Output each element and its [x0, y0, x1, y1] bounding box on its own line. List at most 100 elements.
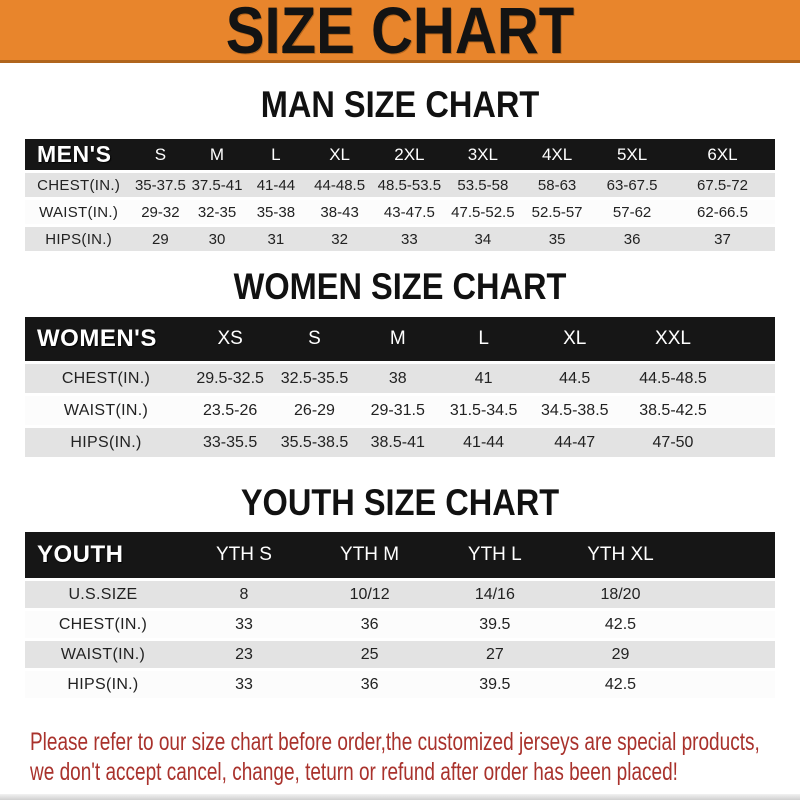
man-size-table: MEN'S S M L XL 2XL 3XL 4XL 5XL 6XL CHEST(IN.) 35-37…: [25, 136, 775, 254]
column-header: L: [439, 317, 528, 361]
banner: SIZE CHART: [0, 0, 800, 63]
footer-notice: Please refer to our size chart before or…: [0, 727, 800, 787]
table-corner-label: WOMEN'S: [25, 317, 187, 361]
size-value: 38.5-42.5: [622, 396, 724, 425]
bottom-edge-strip: [0, 794, 800, 800]
size-value: 47.5-52.5: [445, 200, 520, 224]
size-value: 29: [557, 641, 684, 668]
header-filler: [683, 532, 775, 578]
size-value: 33-35.5: [187, 428, 274, 457]
size-value: 33: [372, 227, 446, 251]
notice-line-2: we don't accept cancel, change, teturn o…: [30, 758, 678, 786]
size-value: 41-44: [245, 173, 307, 197]
column-header: XL: [306, 139, 373, 170]
size-value: 42.5: [557, 671, 684, 698]
size-value: 29: [132, 227, 189, 251]
column-header: M: [355, 317, 440, 361]
size-value: 38: [355, 364, 440, 393]
size-value: 33: [180, 611, 307, 638]
notice-line-1: Please refer to our size chart before or…: [30, 728, 760, 756]
size-value: 38-43: [306, 200, 373, 224]
size-value: 37: [669, 227, 775, 251]
column-header: XS: [187, 317, 274, 361]
cell-filler: [683, 641, 775, 668]
youth-section-title: YOUTH SIZE CHART: [240, 482, 560, 523]
size-value: 41: [439, 364, 528, 393]
size-value: 43-47.5: [372, 200, 446, 224]
column-header: XL: [527, 317, 622, 361]
column-header: YTH L: [432, 532, 558, 578]
size-value: 29.5-32.5: [187, 364, 274, 393]
table-corner-label: YOUTH: [25, 532, 181, 578]
size-value: 53.5-58: [445, 173, 520, 197]
size-value: 44.5-48.5: [622, 364, 724, 393]
size-value: 29-31.5: [355, 396, 440, 425]
size-value: 67.5-72: [669, 173, 775, 197]
column-header: YTH M: [306, 532, 433, 578]
size-value: 57-62: [594, 200, 670, 224]
column-header: 5XL: [594, 139, 670, 170]
cell-filler: [683, 581, 775, 608]
size-value: 58-63: [519, 173, 595, 197]
size-value: 44-48.5: [306, 173, 373, 197]
page-title: SIZE CHART: [225, 0, 575, 63]
row-label: HIPS(IN.): [25, 671, 181, 698]
youth-size-table: YOUTH YTH S YTH M YTH L YTH XL U.S.SIZE 8 10/12…: [25, 529, 775, 701]
size-value: 35: [519, 227, 595, 251]
size-value: 52.5-57: [519, 200, 595, 224]
size-value: 23: [180, 641, 307, 668]
size-value: 35.5-38.5: [273, 428, 356, 457]
column-header: M: [188, 139, 246, 170]
size-value: 26-29: [273, 396, 356, 425]
column-header: XXL: [622, 317, 724, 361]
row-label: CHEST(IN.): [25, 611, 181, 638]
size-value: 48.5-53.5: [372, 173, 446, 197]
size-value: 32: [306, 227, 373, 251]
row-label: HIPS(IN.): [25, 227, 133, 251]
size-value: 32.5-35.5: [273, 364, 356, 393]
size-value: 42.5: [557, 611, 684, 638]
column-header: 4XL: [519, 139, 595, 170]
youth-size-chart-section: YOUTH SIZE CHART YOUTH YTH S YTH M YTH L YTH…: [0, 484, 800, 701]
size-value: 36: [306, 611, 433, 638]
size-value: 18/20: [557, 581, 684, 608]
row-label: HIPS(IN.): [25, 428, 187, 457]
size-chart-content: MAN SIZE CHART MEN'S S M L XL 2XL 3XL 4XL 5XL 6XL…: [0, 86, 800, 787]
size-value: 32-35: [188, 200, 246, 224]
size-value: 36: [594, 227, 670, 251]
column-header: S: [273, 317, 356, 361]
size-value: 34.5-38.5: [527, 396, 622, 425]
row-label: WAIST(IN.): [25, 641, 181, 668]
women-section-title: WOMEN SIZE CHART: [233, 266, 567, 307]
size-value: 34: [445, 227, 520, 251]
column-header: S: [132, 139, 189, 170]
women-size-chart-section: WOMEN SIZE CHART WOMEN'S XS S M L XL XXL CHEST(…: [0, 268, 800, 460]
size-value: 39.5: [432, 611, 558, 638]
row-label: WAIST(IN.): [25, 396, 187, 425]
size-value: 31.5-34.5: [439, 396, 528, 425]
size-value: 30: [188, 227, 246, 251]
size-value: 47-50: [622, 428, 724, 457]
row-label: CHEST(IN.): [25, 173, 133, 197]
size-value: 44-47: [527, 428, 622, 457]
size-value: 44.5: [527, 364, 622, 393]
row-label: WAIST(IN.): [25, 200, 133, 224]
size-value: 10/12: [306, 581, 433, 608]
size-value: 62-66.5: [669, 200, 775, 224]
column-header: L: [245, 139, 307, 170]
size-value: 36: [306, 671, 433, 698]
size-value: 63-67.5: [594, 173, 670, 197]
row-label: U.S.SIZE: [25, 581, 181, 608]
man-size-chart-section: MAN SIZE CHART MEN'S S M L XL 2XL 3XL 4XL 5XL 6XL…: [0, 86, 800, 254]
size-value: 27: [432, 641, 558, 668]
table-corner-label: MEN'S: [25, 139, 133, 170]
size-value: 33: [180, 671, 307, 698]
size-value: 25: [306, 641, 433, 668]
column-header: YTH S: [180, 532, 307, 578]
size-value: 41-44: [439, 428, 528, 457]
column-header: 6XL: [669, 139, 775, 170]
size-value: 31: [245, 227, 307, 251]
column-header: 2XL: [372, 139, 446, 170]
size-value: 23.5-26: [187, 396, 274, 425]
size-value: 38.5-41: [355, 428, 440, 457]
